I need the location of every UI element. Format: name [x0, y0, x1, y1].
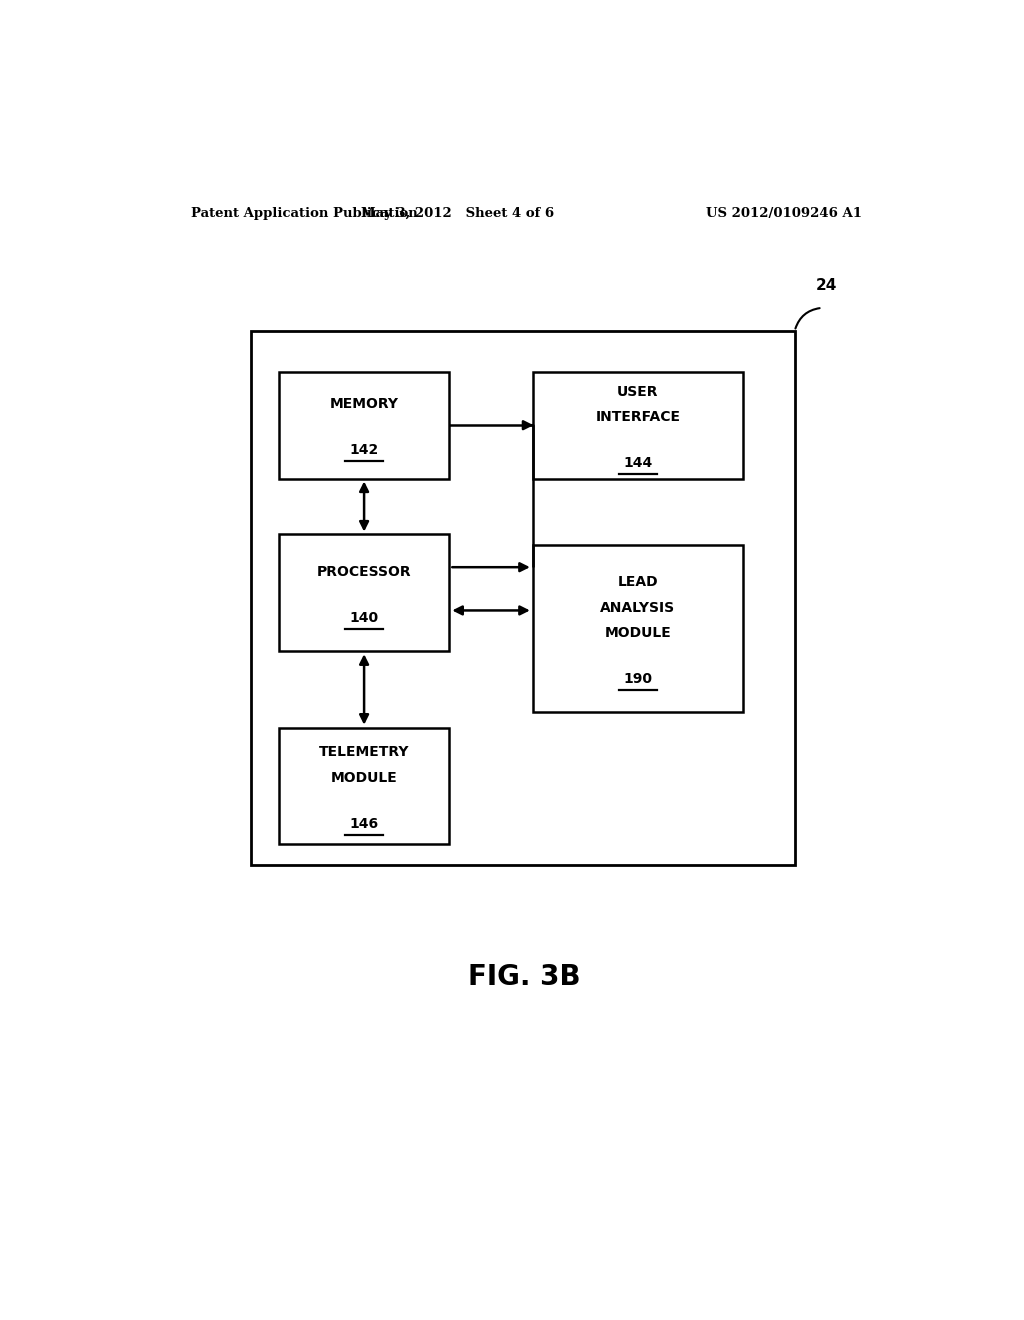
Bar: [532, 372, 743, 479]
Text: USER: USER: [617, 384, 658, 399]
Text: TELEMETRY: TELEMETRY: [318, 746, 410, 759]
Text: INTERFACE: INTERFACE: [595, 411, 680, 424]
Text: 190: 190: [624, 672, 652, 686]
Text: MEMORY: MEMORY: [330, 397, 398, 412]
Text: 144: 144: [624, 455, 652, 470]
Text: 142: 142: [349, 444, 379, 457]
Text: 24: 24: [816, 279, 837, 293]
Bar: [279, 372, 450, 479]
Bar: [532, 545, 743, 713]
Text: MODULE: MODULE: [604, 626, 672, 640]
Text: PROCESSOR: PROCESSOR: [316, 565, 412, 579]
Text: FIG. 3B: FIG. 3B: [469, 962, 581, 990]
Bar: [279, 727, 450, 845]
Text: May 3, 2012   Sheet 4 of 6: May 3, 2012 Sheet 4 of 6: [360, 207, 554, 220]
Text: Patent Application Publication: Patent Application Publication: [191, 207, 418, 220]
Text: LEAD: LEAD: [617, 576, 658, 589]
Text: MODULE: MODULE: [331, 771, 397, 785]
Bar: [279, 535, 450, 651]
Text: ANALYSIS: ANALYSIS: [600, 601, 676, 615]
Bar: [251, 331, 795, 865]
Text: 140: 140: [349, 611, 379, 624]
Text: US 2012/0109246 A1: US 2012/0109246 A1: [707, 207, 862, 220]
Text: 146: 146: [349, 817, 379, 830]
